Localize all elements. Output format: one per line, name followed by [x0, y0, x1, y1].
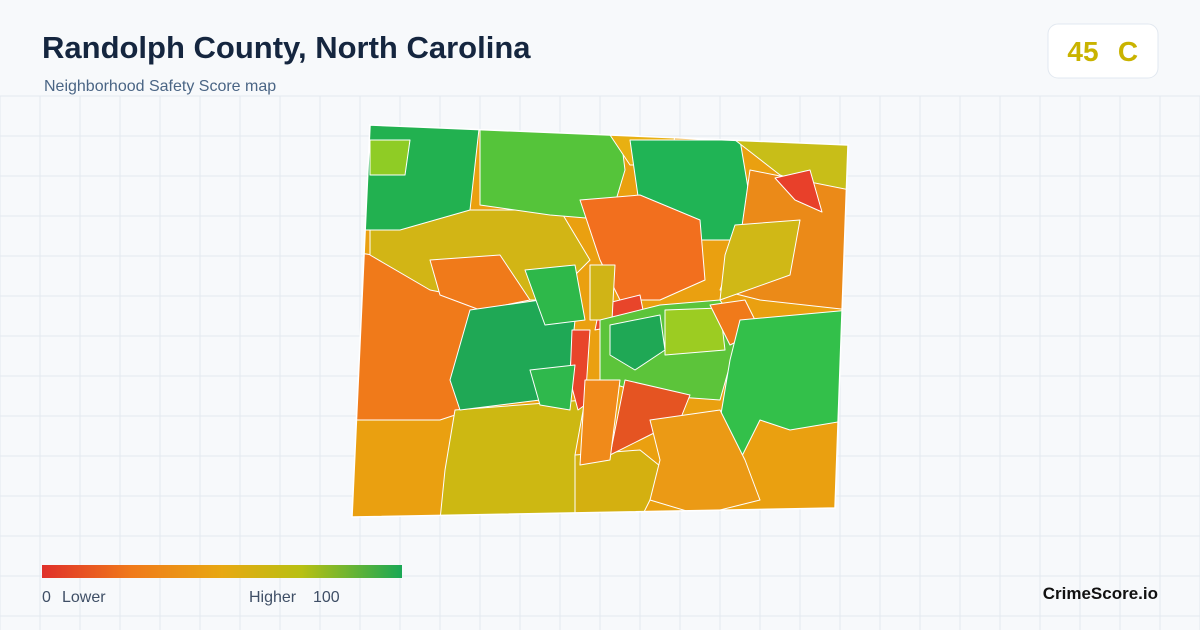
region: [609, 314, 666, 371]
score-badge: 45 C: [1047, 23, 1159, 79]
region: [719, 219, 801, 301]
county-map: [352, 125, 848, 517]
legend-max-label: Higher: [249, 589, 297, 606]
brand: CrimeScore.io: [1043, 584, 1158, 603]
legend-min: 0: [42, 589, 51, 606]
badge-box: [1047, 23, 1159, 79]
legend-scale: [42, 565, 402, 578]
region: [589, 264, 616, 321]
region: [439, 399, 586, 517]
region: [664, 307, 726, 356]
county-outline: [351, 124, 849, 518]
score-grade: C: [1118, 36, 1138, 67]
region: [719, 309, 848, 461]
legend-min-label: Lower: [62, 589, 106, 606]
region: [579, 379, 621, 466]
region: [369, 139, 411, 176]
score-value: 45: [1067, 36, 1098, 67]
region: [524, 264, 586, 326]
title: Randolph County, North Carolina: [42, 30, 531, 65]
subtitle: Neighborhood Safety Score map: [44, 78, 276, 95]
region: [774, 169, 823, 213]
region: [649, 409, 761, 516]
legend-max: 100: [313, 589, 340, 606]
region: [529, 364, 576, 411]
